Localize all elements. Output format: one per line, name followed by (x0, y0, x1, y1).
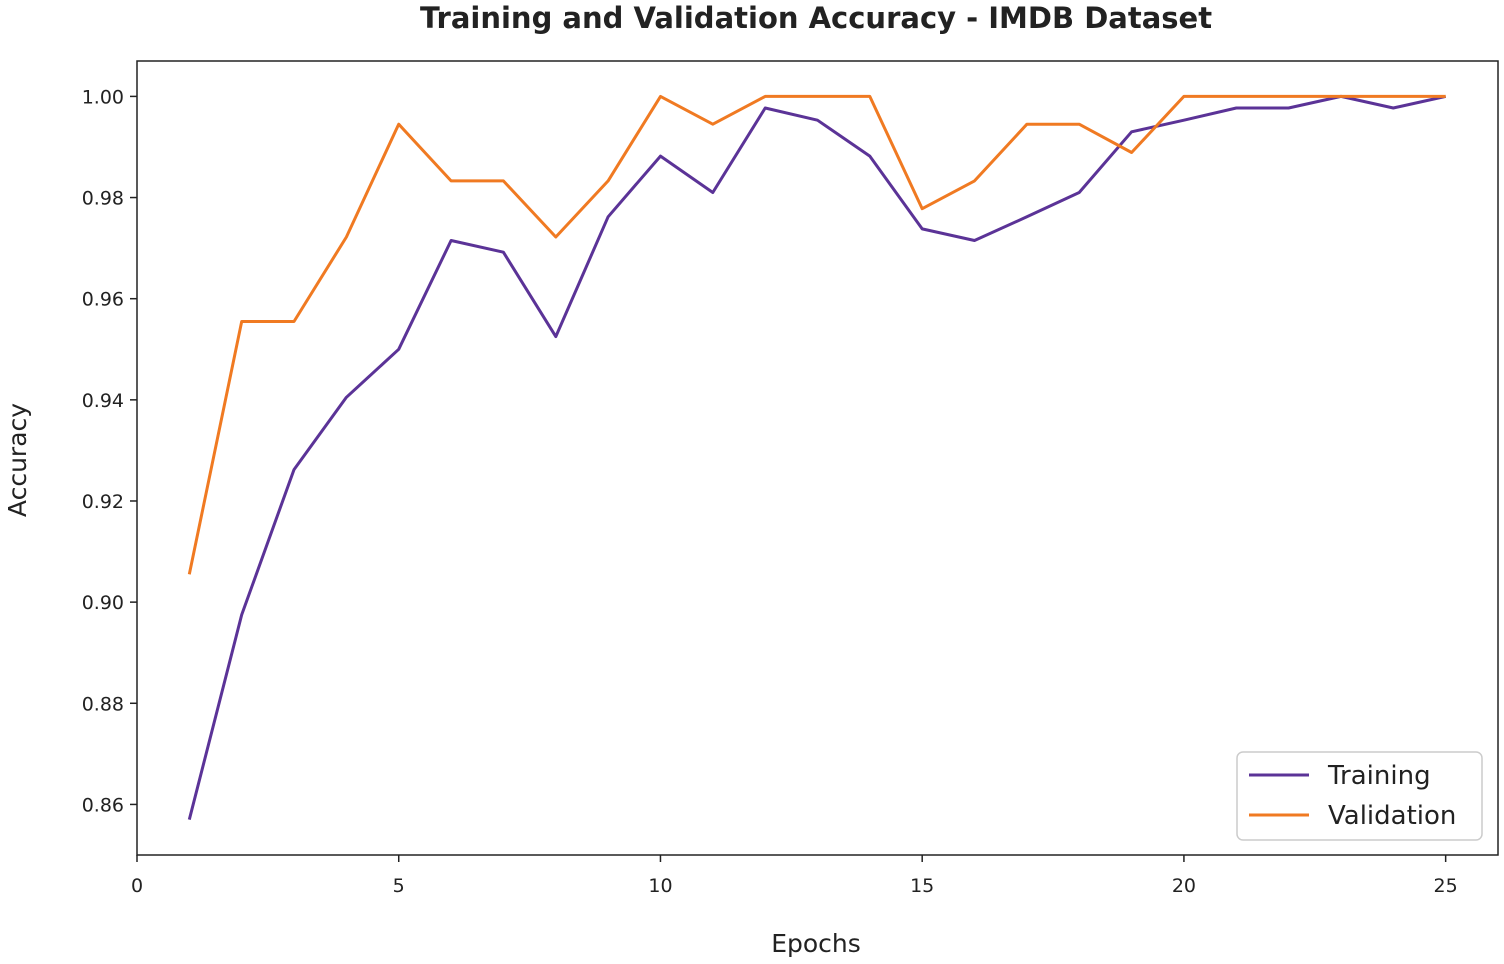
y-axis-ticks: 0.86 0.88 0.90 0.92 0.94 0.96 0.98 1.00 (82, 86, 137, 816)
x-tick-label: 5 (393, 875, 405, 897)
y-tick-label: 0.96 (82, 289, 124, 311)
y-tick-label: 0.86 (82, 794, 124, 816)
x-tick-label: 0 (131, 875, 143, 897)
y-tick-label: 0.90 (82, 592, 124, 614)
x-tick-label: 15 (910, 875, 934, 897)
y-tick-label: 0.88 (82, 693, 124, 715)
y-tick-label: 1.00 (82, 86, 124, 108)
series-layer (187, 94, 1447, 820)
x-tick-label: 10 (648, 875, 672, 897)
legend-label-validation: Validation (1328, 801, 1456, 831)
y-tick-label: 0.92 (82, 491, 124, 513)
legend-label-training: Training (1327, 761, 1431, 791)
x-tick-label: 25 (1434, 875, 1458, 897)
y-tick-label: 0.94 (82, 390, 124, 412)
plot-frame (136, 60, 1499, 856)
series-line-validation (187, 94, 1446, 575)
x-axis-ticks: 0 5 10 15 20 25 (131, 855, 1458, 897)
chart-title: Training and Validation Accuracy - IMDB … (420, 1, 1212, 35)
x-axis-label: Epochs (771, 929, 861, 958)
x-tick-label: 20 (1172, 875, 1196, 897)
y-tick-label: 0.98 (82, 188, 124, 210)
series-line-training (187, 94, 1447, 820)
y-axis-label: Accuracy (3, 403, 32, 517)
legend: Training Validation (1236, 751, 1483, 841)
